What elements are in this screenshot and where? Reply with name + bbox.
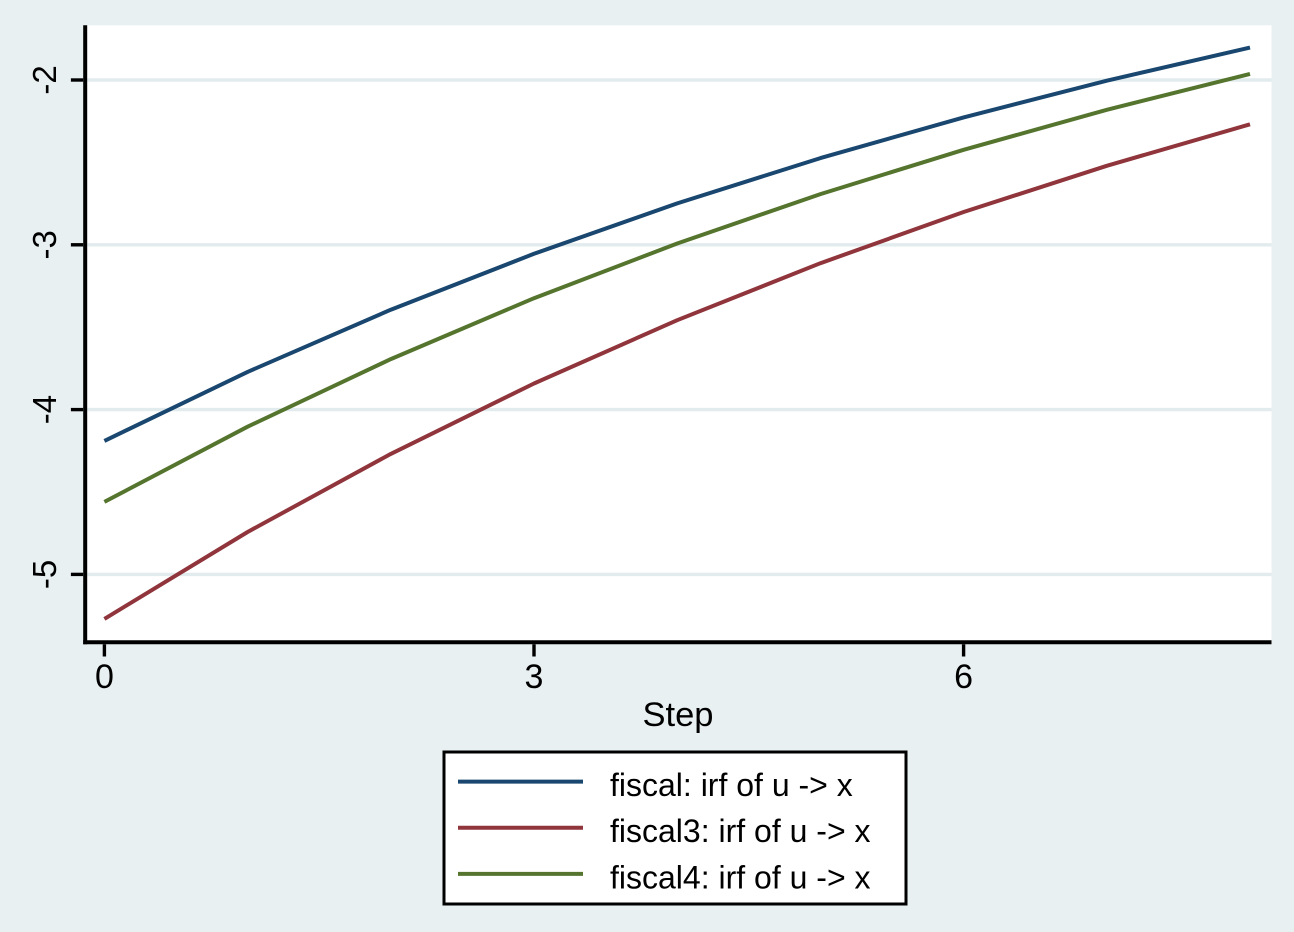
svg-text:fiscal: irf of u -> x: fiscal: irf of u -> x <box>610 767 853 803</box>
svg-text:Step: Step <box>643 696 714 734</box>
svg-text:-4: -4 <box>26 395 63 424</box>
svg-text:0: 0 <box>95 658 114 696</box>
svg-text:3: 3 <box>525 658 544 696</box>
svg-text:-3: -3 <box>26 230 63 259</box>
svg-text:6: 6 <box>954 658 973 696</box>
svg-text:-2: -2 <box>26 65 63 94</box>
svg-text:fiscal4: irf of u -> x: fiscal4: irf of u -> x <box>610 859 871 895</box>
svg-text:fiscal3: irf of u -> x: fiscal3: irf of u -> x <box>610 813 871 849</box>
svg-text:-5: -5 <box>26 560 63 589</box>
